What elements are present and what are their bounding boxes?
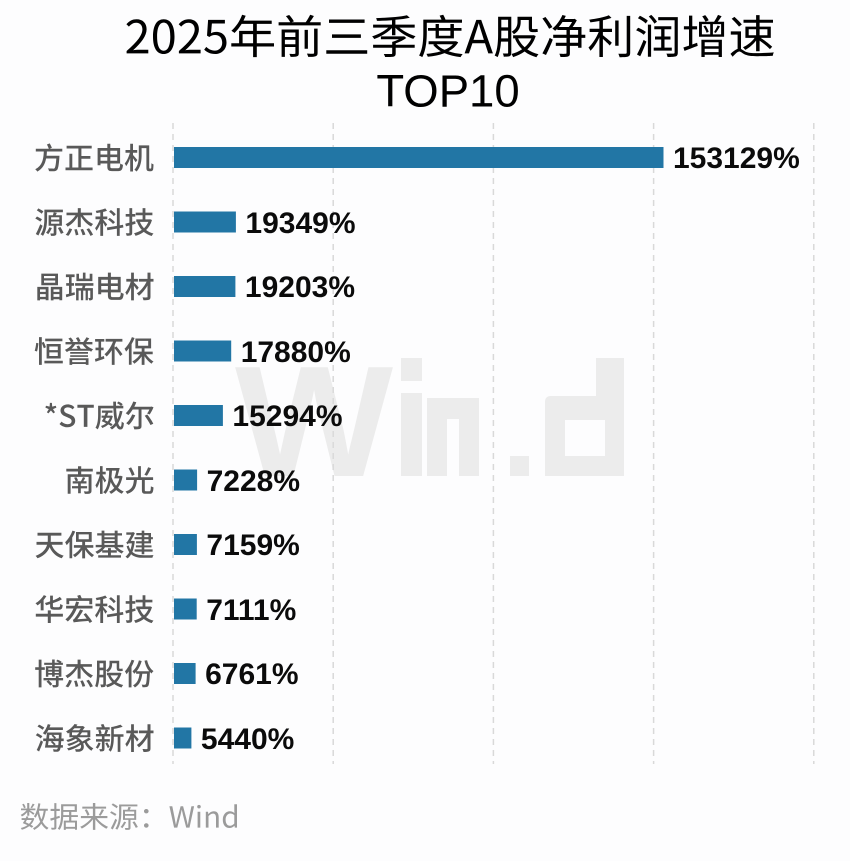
svg-text:7159%: 7159% — [206, 529, 299, 562]
svg-text:15294%: 15294% — [232, 400, 342, 433]
svg-text:19203%: 19203% — [245, 271, 355, 304]
svg-text:153129%: 153129% — [673, 142, 800, 175]
svg-text:TOP10: TOP10 — [376, 66, 519, 117]
svg-text:7228%: 7228% — [207, 465, 300, 498]
svg-text:W: W — [235, 334, 393, 510]
svg-text:19349%: 19349% — [245, 207, 355, 240]
svg-text:7111%: 7111% — [206, 594, 296, 627]
svg-text:5440%: 5440% — [201, 723, 294, 756]
svg-text:6761%: 6761% — [205, 658, 298, 691]
svg-text:17880%: 17880% — [241, 336, 351, 369]
